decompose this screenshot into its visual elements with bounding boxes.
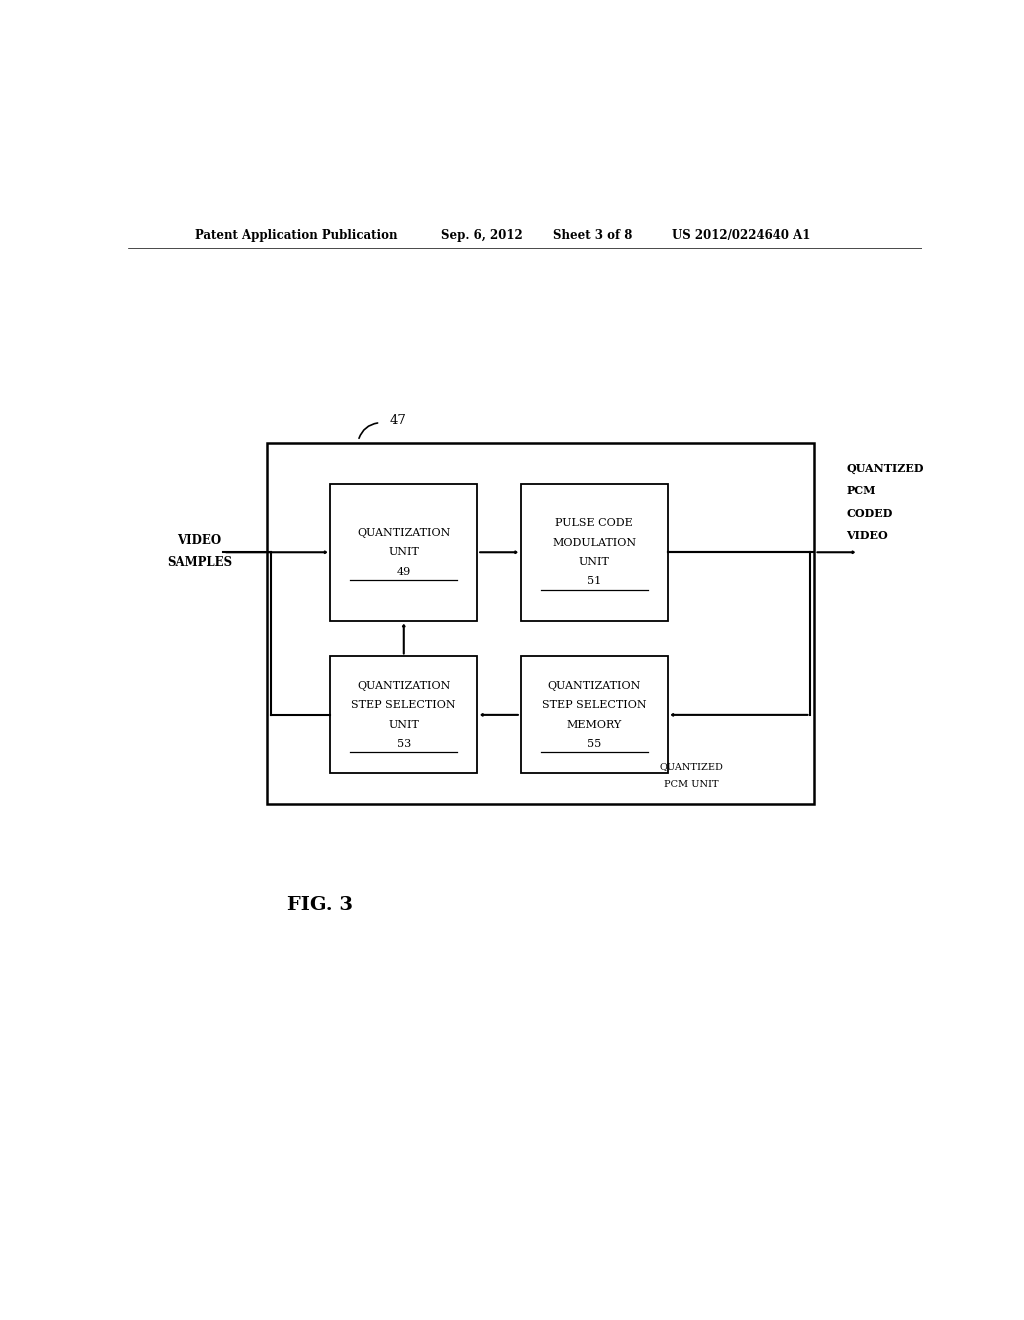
Text: UNIT: UNIT: [388, 719, 419, 730]
Text: QUANTIZED: QUANTIZED: [846, 463, 924, 474]
Text: QUANTIZED: QUANTIZED: [659, 762, 723, 771]
Text: FIG. 3: FIG. 3: [287, 896, 352, 915]
Text: PCM: PCM: [846, 486, 876, 496]
Text: US 2012/0224640 A1: US 2012/0224640 A1: [672, 230, 810, 242]
Text: STEP SELECTION: STEP SELECTION: [351, 700, 456, 710]
Bar: [331, 483, 477, 620]
Text: Patent Application Publication: Patent Application Publication: [196, 230, 398, 242]
Bar: [267, 444, 814, 804]
Text: SAMPLES: SAMPLES: [167, 556, 232, 569]
Text: STEP SELECTION: STEP SELECTION: [542, 700, 646, 710]
Text: Sep. 6, 2012: Sep. 6, 2012: [441, 230, 523, 242]
Text: QUANTIZATION: QUANTIZATION: [357, 528, 451, 539]
Text: VIDEO: VIDEO: [846, 531, 888, 541]
Text: MEMORY: MEMORY: [566, 719, 622, 730]
Text: UNIT: UNIT: [579, 557, 609, 566]
Text: VIDEO: VIDEO: [177, 533, 221, 546]
Text: 53: 53: [396, 739, 411, 748]
Text: Sheet 3 of 8: Sheet 3 of 8: [553, 230, 632, 242]
Text: MODULATION: MODULATION: [552, 537, 636, 548]
Text: 51: 51: [587, 577, 601, 586]
Text: 47: 47: [390, 414, 407, 428]
Text: PCM UNIT: PCM UNIT: [665, 780, 719, 789]
Text: CODED: CODED: [846, 508, 893, 519]
Text: QUANTIZATION: QUANTIZATION: [548, 681, 641, 690]
Text: PULSE CODE: PULSE CODE: [555, 519, 633, 528]
Bar: [521, 483, 668, 620]
Text: QUANTIZATION: QUANTIZATION: [357, 681, 451, 690]
Bar: [521, 656, 668, 774]
Text: UNIT: UNIT: [388, 548, 419, 557]
Bar: [331, 656, 477, 774]
Text: 49: 49: [396, 566, 411, 577]
Text: 55: 55: [587, 739, 601, 748]
